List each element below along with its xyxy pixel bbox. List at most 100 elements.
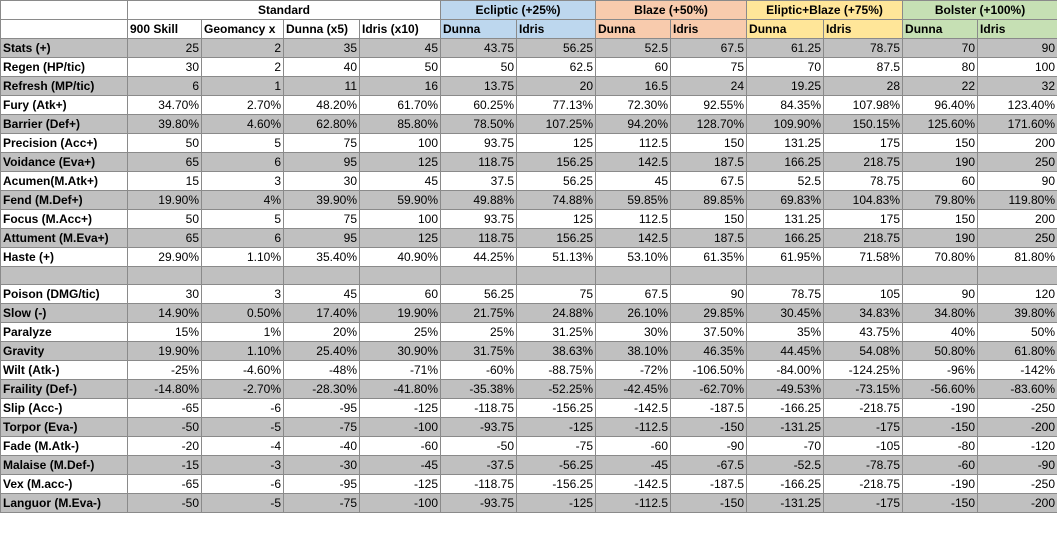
table-cell: -65 — [127, 398, 202, 418]
row-label: Vex (M.acc-) — [0, 474, 128, 494]
table-cell: 142.5 — [595, 228, 672, 248]
table-cell: 120 — [977, 284, 1057, 304]
table-cell: 218.75 — [823, 152, 904, 172]
table-cell: -190 — [902, 398, 979, 418]
table-cell: 187.5 — [670, 152, 748, 172]
table-cell: 1.10% — [201, 341, 284, 361]
table-cell: 16 — [358, 76, 442, 96]
table-row: Precision (Acc+) 50 5 75 100 93.75 125 112.5 150… — [0, 133, 1057, 153]
row-label: Slip (Acc-) — [0, 398, 128, 418]
table-cell: -90 — [670, 436, 748, 456]
table-cell: -60 — [902, 455, 979, 475]
table-cell: 78.75 — [823, 38, 904, 58]
table-cell: -15 — [127, 455, 202, 475]
table-cell: -52.25% — [516, 379, 597, 399]
table-cell: 61.70% — [358, 95, 442, 115]
table-cell: 30 — [127, 57, 202, 77]
table-cell: 87.5 — [823, 57, 904, 77]
table-cell: 3 — [201, 171, 284, 191]
table-cell: 44.45% — [746, 341, 825, 361]
table-cell: 46.35% — [670, 341, 748, 361]
table-cell: 118.75 — [440, 152, 518, 172]
table-cell: 75 — [283, 133, 360, 153]
table-row: Stats (+) 25 2 35 45 43.75 56.25 52.5 67.5 61.25 7… — [0, 38, 1057, 58]
table-cell: 60 — [902, 171, 979, 191]
table-cell: -131.25 — [746, 493, 825, 513]
column-header: Idris — [823, 19, 904, 39]
table-cell: 156.25 — [516, 152, 597, 172]
table-cell: 4% — [201, 190, 284, 210]
table-cell: 34.70% — [127, 95, 202, 115]
table-cell: -48% — [283, 360, 360, 380]
table-cell: -150 — [670, 417, 748, 437]
table-row: Torpor (Eva-) -50 -5 -75 -100 -93.75 -125 -112.… — [0, 417, 1057, 437]
table-cell: 187.5 — [670, 228, 748, 248]
table-cell: 25.40% — [283, 341, 360, 361]
table-cell: 16.5 — [595, 76, 672, 96]
table-cell: 65 — [127, 228, 202, 248]
table-cell: -142% — [977, 360, 1057, 380]
table-cell — [746, 266, 825, 285]
table-cell: 3 — [201, 284, 284, 304]
table-cell: 15% — [127, 322, 202, 342]
spacer-row — [0, 266, 1057, 285]
table-row: Fend (M.Def+) 19.90% 4% 39.90% 59.90% 49.88% 7… — [0, 190, 1057, 210]
table-cell: 54.08% — [823, 341, 904, 361]
table-cell: 90 — [977, 38, 1057, 58]
row-label: Acumen(M.Atk+) — [0, 171, 128, 191]
table-cell: 40.90% — [358, 247, 442, 267]
table-cell: 78.75 — [823, 171, 904, 191]
table-cell: 19.90% — [358, 303, 442, 323]
table-cell: -5 — [201, 493, 284, 513]
table-cell: 131.25 — [746, 209, 825, 229]
table-body: Stats (+) 25 2 35 45 43.75 56.25 52.5 67.5 61.25 7… — [0, 38, 1057, 513]
table-cell: -250 — [977, 398, 1057, 418]
table-cell: -112.5 — [595, 493, 672, 513]
group-header-standard: Standard — [126, 0, 442, 20]
table-cell: 21.75% — [440, 303, 518, 323]
table-cell: 30 — [283, 171, 360, 191]
table-cell: 69.83% — [746, 190, 825, 210]
row-label: Barrier (Def+) — [0, 114, 128, 134]
table-cell: 107.25% — [516, 114, 597, 134]
table-cell: 93.75 — [440, 133, 518, 153]
table-cell: 39.80% — [127, 114, 202, 134]
table-cell: 150.15% — [823, 114, 904, 134]
table-cell: 49.88% — [440, 190, 518, 210]
table-cell: 62.5 — [516, 57, 597, 77]
column-header: Dunna (x5) — [283, 19, 360, 39]
row-label: Torpor (Eva-) — [0, 417, 128, 437]
column-header: Idris (x10) — [358, 19, 442, 39]
geomancy-table: Standard Ecliptic (+25%) Blaze (+50%) El… — [0, 0, 1057, 513]
table-cell: -96% — [902, 360, 979, 380]
table-cell: -125 — [516, 493, 597, 513]
table-cell: 19.90% — [127, 190, 202, 210]
table-cell: 59.85% — [595, 190, 672, 210]
table-cell: 56.25 — [440, 284, 518, 304]
table-cell: 60.25% — [440, 95, 518, 115]
table-cell: 45 — [358, 38, 442, 58]
table-cell: 17.40% — [283, 303, 360, 323]
table-cell: 34.83% — [823, 303, 904, 323]
table-cell: -50 — [127, 493, 202, 513]
table-cell: -93.75 — [440, 417, 518, 437]
column-header: Dunna — [440, 19, 518, 39]
table-cell: 85.80% — [358, 114, 442, 134]
row-label: Fend (M.Def+) — [0, 190, 128, 210]
row-label: Haste (+) — [0, 247, 128, 267]
table-cell: 70.80% — [902, 247, 979, 267]
table-row: Vex (M.acc-) -65 -6 -95 -125 -118.75 -156.25 -1… — [0, 474, 1057, 494]
table-cell: 48.20% — [283, 95, 360, 115]
table-cell: -106.50% — [670, 360, 748, 380]
table-cell: -4.60% — [201, 360, 284, 380]
table-cell: 37.5 — [440, 171, 518, 191]
table-cell: 34.80% — [902, 303, 979, 323]
table-cell: 100 — [358, 133, 442, 153]
table-cell: 35 — [283, 38, 360, 58]
table-cell: 44.25% — [440, 247, 518, 267]
row-label: Regen (HP/tic) — [0, 57, 128, 77]
table-cell: 32 — [977, 76, 1057, 96]
table-cell: -30 — [283, 455, 360, 475]
row-label: Slow (-) — [0, 303, 128, 323]
table-cell: 30% — [595, 322, 672, 342]
